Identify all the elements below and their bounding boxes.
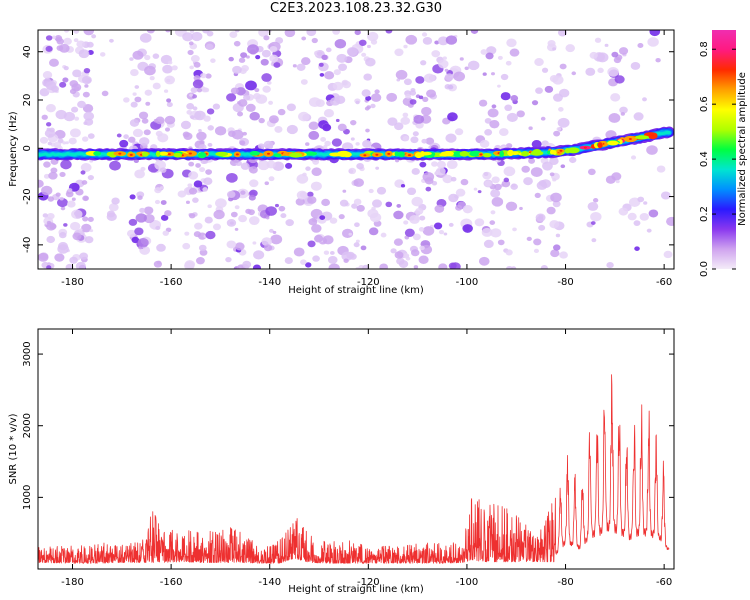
spectrogram-x-ticks: -180 -160 -140 -120 -100 -80 -60 [61,30,672,288]
x-tick-label: -140 [258,277,281,288]
spectrogram-heatmap [38,30,674,269]
y-tick-label: 1000 [22,485,33,510]
colorbar-gradient [712,30,736,269]
spectrogram-x-axis-label: Height of straight line (km) [288,285,424,296]
snr-x-axis-label: Height of straight line (km) [288,584,424,595]
colorbar: 0.0 0.2 0.4 0.6 0.8 Normalized spectral ampl… [699,30,748,277]
spectrogram-panel: -180 -160 -140 -120 -100 -80 -60 -40 -20 0 20 40 H… [8,29,675,296]
colorbar-tick-label: 0.6 [699,96,710,112]
y-tick-label: 2000 [22,413,33,438]
snr-series-line [38,374,670,564]
x-tick-label: -140 [258,577,281,588]
colorbar-tick-label: 0.4 [699,151,710,167]
y-tick-label: -20 [22,188,33,204]
y-tick-label: -40 [22,237,33,253]
snr-plot-area [38,374,670,564]
spectrogram-noise [38,30,674,269]
x-tick-label: -120 [357,577,380,588]
colorbar-ticks: 0.0 0.2 0.4 0.6 0.8 [699,41,736,277]
snr-panel: -180 -160 -140 -120 -100 -80 -60 100020003000 … [8,328,675,595]
x-tick-label: -120 [357,277,380,288]
x-tick-label: -60 [656,277,672,288]
snr-frame [37,328,675,570]
colorbar-tick-label: 0.8 [699,41,710,57]
snr-y-ticks: 1000 2000 3000 [22,341,674,510]
spectrogram-frame [37,29,675,270]
x-tick-label: -100 [456,577,479,588]
x-tick-label: -180 [61,577,84,588]
x-tick-label: -100 [456,277,479,288]
snr-x-ticks: -180 -160 -140 -120 -100 -80 -60 [61,329,672,588]
y-tick-label: 0 [22,145,33,151]
snr-y-axis-label: SNR (10 * v/v) [8,413,19,484]
spectrogram-y-ticks: -40 -20 0 20 40 [22,45,674,253]
colorbar-tick-label: 0.2 [699,206,710,222]
y-tick-label: 40 [22,45,33,58]
x-tick-label: -60 [656,577,672,588]
spectrogram-y-axis-label: Frequency (Hz) [8,111,19,187]
x-tick-label: -160 [160,277,183,288]
spectrogram-ridge [38,126,674,161]
colorbar-tick-label: 0.0 [699,261,710,277]
x-tick-label: -80 [557,577,573,588]
x-tick-label: -180 [61,277,84,288]
x-tick-label: -80 [557,277,573,288]
y-tick-label: 3000 [22,341,33,366]
x-tick-label: -160 [160,577,183,588]
y-tick-label: 20 [22,94,33,107]
colorbar-label: Normalized spectral amplitude [737,72,748,226]
figure-title: C2E3.2023.108.23.32.G30 [269,1,443,16]
